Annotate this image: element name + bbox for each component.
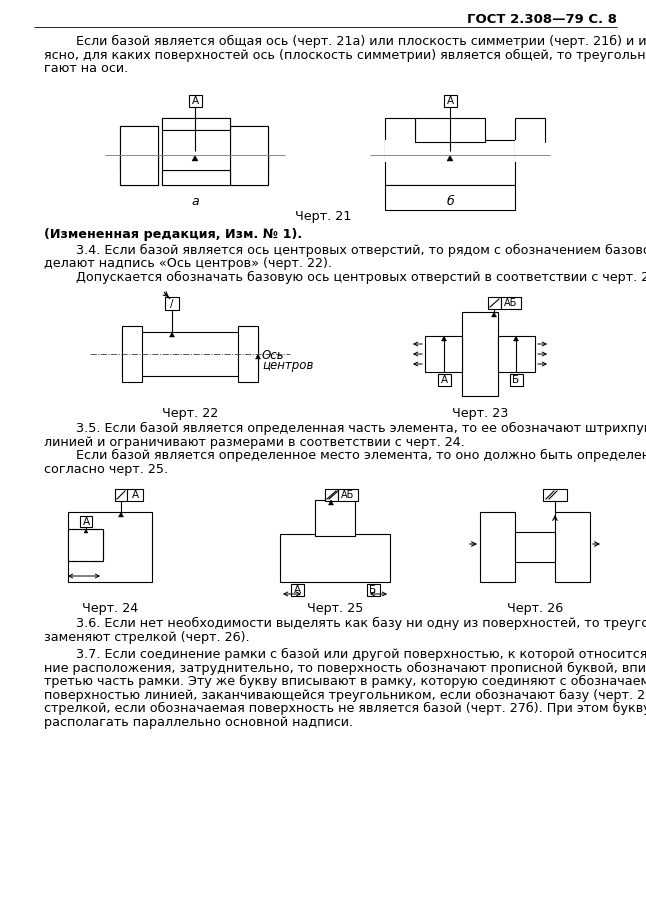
Text: ГОСТ 2.308—79 С. 8: ГОСТ 2.308—79 С. 8	[467, 13, 617, 26]
Text: А: А	[131, 490, 138, 500]
Polygon shape	[514, 336, 519, 341]
Bar	[280, 534, 390, 582]
Bar	[425, 336, 462, 372]
Bar	[385, 118, 415, 142]
Bar	[315, 500, 355, 536]
Text: а: а	[191, 195, 199, 208]
Bar	[366, 584, 379, 596]
Text: А: А	[441, 375, 448, 385]
Text: ние расположения, затруднительно, то поверхность обозначают прописной буквой, вп: ние расположения, затруднительно, то пов…	[44, 662, 646, 675]
Bar	[162, 130, 230, 170]
Text: Черт. 24: Черт. 24	[82, 602, 138, 615]
Text: согласно черт. 25.: согласно черт. 25.	[44, 463, 168, 476]
Bar	[385, 185, 515, 210]
Bar	[162, 118, 230, 130]
Polygon shape	[441, 336, 446, 341]
Bar	[325, 489, 338, 501]
Text: А: А	[293, 585, 300, 595]
Bar	[385, 140, 415, 162]
Text: Если базой является общая ось (черт. 21а) или плоскость симметрии (черт. 21б) и : Если базой является общая ось (черт. 21а…	[44, 35, 646, 48]
Text: центров: центров	[262, 359, 313, 372]
Bar	[543, 489, 567, 501]
Text: гают на оси.: гают на оси.	[44, 62, 129, 75]
Bar	[515, 532, 555, 562]
Text: Черт. 25: Черт. 25	[307, 602, 363, 615]
Bar	[115, 489, 127, 501]
Text: А: А	[83, 517, 90, 527]
Bar	[437, 374, 450, 386]
Bar	[338, 489, 358, 501]
Text: АБ: АБ	[341, 490, 355, 500]
Bar	[501, 297, 521, 309]
Bar	[127, 489, 143, 501]
Text: Если базой является определенное место элемента, то оно должно быть определено р: Если базой является определенное место э…	[44, 449, 646, 462]
Bar	[122, 326, 142, 382]
Text: б: б	[446, 195, 454, 208]
Polygon shape	[192, 155, 198, 161]
Text: А: А	[446, 96, 453, 106]
Polygon shape	[447, 155, 453, 161]
Polygon shape	[492, 312, 497, 317]
Bar	[515, 140, 545, 162]
Bar	[68, 529, 103, 561]
Bar	[120, 126, 158, 170]
Text: 3.4. Если базой является ось центровых отверстий, то рядом с обозначением базово: 3.4. Если базой является ось центровых о…	[44, 244, 646, 257]
Text: (Измененная редакция, Изм. № 1).: (Измененная редакция, Изм. № 1).	[44, 228, 302, 241]
Bar	[510, 374, 523, 386]
Bar	[462, 312, 498, 396]
Bar	[230, 126, 268, 170]
Text: Черт. 22: Черт. 22	[162, 407, 218, 420]
Polygon shape	[118, 512, 123, 517]
Text: Ось: Ось	[262, 349, 285, 362]
Text: Черт. 26: Черт. 26	[507, 602, 563, 615]
Bar	[385, 140, 515, 185]
Polygon shape	[256, 354, 260, 359]
Bar	[291, 584, 304, 596]
Text: Допускается обозначать базовую ось центровых отверстий в соответствии с черт. 23: Допускается обозначать базовую ось центр…	[44, 270, 646, 284]
Bar	[515, 118, 545, 142]
Bar	[555, 512, 590, 582]
Text: Черт. 23: Черт. 23	[452, 407, 508, 420]
Text: делают надпись «Ось центров» (черт. 22).: делают надпись «Ось центров» (черт. 22).	[44, 257, 332, 270]
Text: 3.7. Если соединение рамки с базой или другой поверхностью, к которой относится : 3.7. Если соединение рамки с базой или д…	[44, 648, 646, 661]
Bar	[162, 130, 230, 170]
Polygon shape	[329, 500, 333, 505]
Text: стрелкой, если обозначаемая поверхность не является базой (черт. 27б). При этом : стрелкой, если обозначаемая поверхность …	[44, 702, 646, 715]
Text: располагать параллельно основной надписи.: располагать параллельно основной надписи…	[44, 716, 353, 729]
Text: 3.5. Если базой является определенная часть элемента, то ее обозначают штрихпунк: 3.5. Если базой является определенная ча…	[44, 422, 646, 436]
Bar	[165, 297, 179, 310]
Text: /: /	[171, 299, 174, 309]
Text: А: А	[191, 96, 198, 106]
Bar	[415, 118, 485, 142]
Text: Черт. 21: Черт. 21	[295, 210, 351, 223]
Bar	[444, 95, 457, 107]
Bar	[68, 512, 152, 582]
Text: ясно, для каких поверхностей ось (плоскость симметрии) является общей, то треуго: ясно, для каких поверхностей ось (плоско…	[44, 48, 646, 61]
Bar	[162, 170, 230, 185]
Bar	[488, 297, 501, 309]
Text: АБ: АБ	[505, 298, 517, 308]
Bar	[80, 516, 92, 527]
Polygon shape	[169, 332, 174, 337]
Bar	[480, 512, 515, 582]
Text: поверхностью линией, заканчивающейся треугольником, если обозначают базу (черт. : поверхностью линией, заканчивающейся тре…	[44, 688, 646, 701]
Bar	[189, 95, 202, 107]
Bar	[238, 326, 258, 382]
Bar	[120, 126, 158, 185]
Bar	[120, 155, 158, 185]
Bar	[230, 126, 268, 185]
Text: 3.6. Если нет необходимости выделять как базу ни одну из поверхностей, то треуго: 3.6. Если нет необходимости выделять как…	[44, 617, 646, 630]
Text: линией и ограничивают размерами в соответствии с черт. 24.: линией и ограничивают размерами в соотве…	[44, 436, 465, 448]
Bar	[498, 336, 535, 372]
Text: третью часть рамки. Эту же букву вписывают в рамку, которую соединяют с обознача: третью часть рамки. Эту же букву вписыва…	[44, 675, 646, 688]
Bar	[162, 170, 230, 185]
Bar	[162, 118, 230, 130]
Bar	[230, 155, 268, 185]
Polygon shape	[84, 529, 88, 533]
Text: Б: Б	[370, 585, 377, 595]
Bar	[122, 332, 258, 376]
Text: Б: Б	[512, 375, 519, 385]
Text: заменяют стрелкой (черт. 26).: заменяют стрелкой (черт. 26).	[44, 631, 249, 644]
